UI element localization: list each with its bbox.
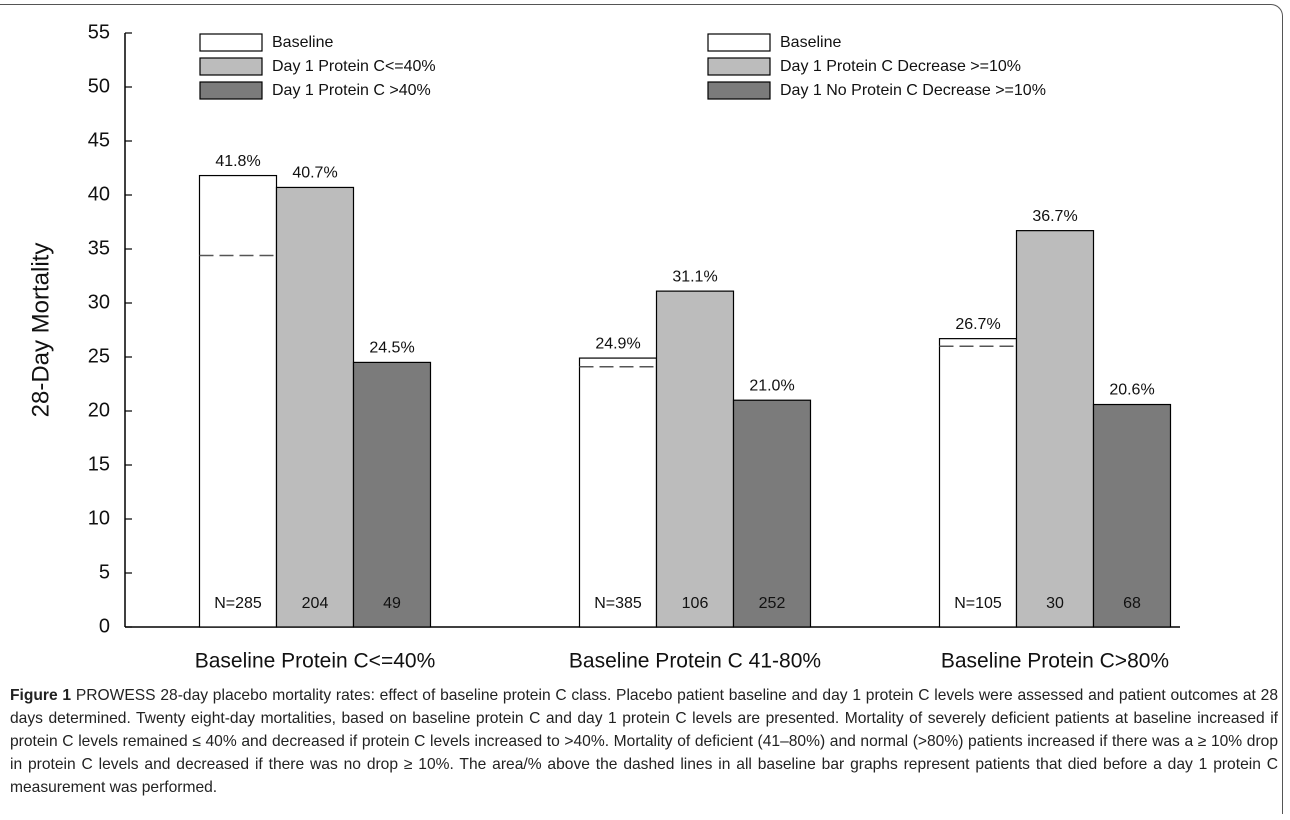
legend-swatch bbox=[199, 57, 263, 76]
y-tick-label: 0 bbox=[99, 615, 110, 637]
y-tick-label: 30 bbox=[88, 291, 110, 313]
bar bbox=[655, 290, 735, 628]
n-label: N=105 bbox=[954, 595, 1002, 612]
bar bbox=[352, 361, 432, 628]
legend-label: Day 1 Protein C Decrease >=10% bbox=[780, 58, 1021, 75]
bar bbox=[732, 399, 812, 628]
y-tick-label: 45 bbox=[88, 129, 110, 151]
bar bbox=[198, 174, 278, 628]
n-label: 30 bbox=[1046, 595, 1064, 612]
legend-swatch bbox=[707, 33, 771, 52]
legend-label: Baseline bbox=[272, 34, 333, 51]
x-tick-label: Baseline Protein C 41-80% bbox=[569, 650, 821, 673]
value-label: 21.0% bbox=[749, 377, 794, 394]
x-tick-label: Baseline Protein C<=40% bbox=[195, 650, 436, 673]
value-label: 41.8% bbox=[215, 153, 260, 170]
y-tick-label: 10 bbox=[88, 507, 110, 529]
n-label: 49 bbox=[383, 595, 401, 612]
bar bbox=[578, 357, 658, 628]
caption-text: PROWESS 28-day placebo mortality rates: … bbox=[10, 687, 1278, 796]
legend-swatch bbox=[707, 57, 771, 76]
legend-label: Day 1 No Protein C Decrease >=10% bbox=[780, 82, 1046, 99]
legend-swatch bbox=[199, 81, 263, 100]
value-label: 40.7% bbox=[292, 165, 337, 182]
chart: 28-Day Mortality 0 5 10 15 20 25 30 35 40 45 50 55 B… bbox=[27, 21, 1180, 673]
value-label: 20.6% bbox=[1109, 382, 1154, 399]
n-label: N=385 bbox=[594, 595, 642, 612]
n-label: 252 bbox=[759, 595, 786, 612]
y-axis-label: 28-Day Mortality bbox=[27, 243, 54, 418]
frame bbox=[0, 4, 1283, 814]
y-tick-label: 50 bbox=[88, 75, 110, 97]
legend-label: Day 1 Protein C<=40% bbox=[272, 58, 436, 75]
value-label: 26.7% bbox=[955, 316, 1000, 333]
value-label: 31.1% bbox=[672, 268, 717, 285]
bar bbox=[938, 338, 1018, 628]
y-tick-label: 15 bbox=[88, 453, 110, 475]
n-label: N=285 bbox=[214, 595, 262, 612]
n-label: 204 bbox=[302, 595, 329, 612]
x-tick-label: Baseline Protein C>80% bbox=[941, 650, 1169, 673]
y-tick-label: 40 bbox=[88, 183, 110, 205]
bar bbox=[1092, 403, 1172, 628]
legend-label: Day 1 Protein C >40% bbox=[272, 82, 431, 99]
y-tick-label: 55 bbox=[88, 21, 110, 43]
legend-swatch bbox=[707, 81, 771, 100]
figure-label: Figure 1 bbox=[10, 687, 72, 704]
legend-swatch bbox=[199, 33, 263, 52]
n-label: 106 bbox=[682, 595, 709, 612]
caption: Figure 1 PROWESS 28-day placebo mortalit… bbox=[10, 684, 1278, 799]
bar bbox=[275, 186, 355, 628]
y-tick-label: 5 bbox=[99, 561, 110, 583]
bar bbox=[1015, 230, 1095, 628]
value-label: 36.7% bbox=[1032, 208, 1077, 225]
n-label: 68 bbox=[1123, 595, 1141, 612]
legend-label: Baseline bbox=[780, 34, 841, 51]
y-tick-label: 25 bbox=[88, 345, 110, 367]
value-label: 24.5% bbox=[369, 340, 414, 357]
value-label: 24.9% bbox=[595, 335, 640, 352]
y-tick-label: 20 bbox=[88, 399, 110, 421]
y-tick-label: 35 bbox=[88, 237, 110, 259]
